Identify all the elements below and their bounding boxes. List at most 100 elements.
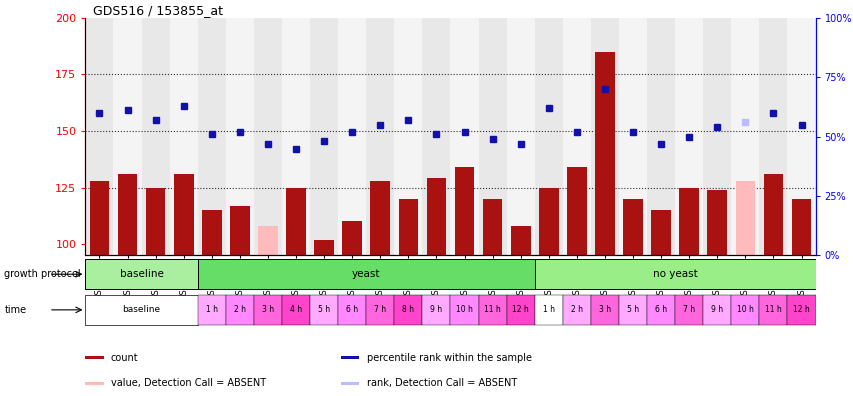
Bar <box>342 221 362 255</box>
Bar <box>398 199 418 255</box>
Text: 2 h: 2 h <box>570 305 583 314</box>
Bar <box>618 18 647 255</box>
Text: GDS516 / 153855_at: GDS516 / 153855_at <box>93 4 223 17</box>
Bar <box>562 18 590 255</box>
Bar <box>623 199 642 255</box>
Text: 5 h: 5 h <box>317 305 330 314</box>
Bar <box>170 18 198 255</box>
Bar <box>338 18 366 255</box>
Bar <box>651 210 670 255</box>
Bar <box>85 356 103 359</box>
Bar <box>422 295 450 325</box>
Bar <box>258 226 277 255</box>
Bar <box>791 199 810 255</box>
Text: 6 h: 6 h <box>654 305 666 314</box>
Text: 10 h: 10 h <box>736 305 753 314</box>
Bar <box>450 18 478 255</box>
Bar <box>590 18 618 255</box>
Text: 9 h: 9 h <box>711 305 722 314</box>
Text: 12 h: 12 h <box>512 305 529 314</box>
Bar <box>85 259 198 289</box>
Text: no yeast: no yeast <box>652 269 697 279</box>
Bar <box>85 18 113 255</box>
Bar <box>647 295 675 325</box>
Text: 12 h: 12 h <box>792 305 809 314</box>
Text: 5 h: 5 h <box>626 305 638 314</box>
Bar <box>758 18 786 255</box>
Bar <box>370 181 390 255</box>
Bar <box>310 18 338 255</box>
Text: 10 h: 10 h <box>456 305 473 314</box>
Text: 8 h: 8 h <box>402 305 414 314</box>
Bar <box>281 18 310 255</box>
Text: yeast: yeast <box>351 269 380 279</box>
Bar <box>702 18 730 255</box>
Text: time: time <box>4 305 26 315</box>
Bar <box>675 295 702 325</box>
Bar <box>146 188 165 255</box>
Bar <box>566 167 586 255</box>
Bar <box>225 295 253 325</box>
Text: baseline: baseline <box>122 305 160 314</box>
Bar <box>706 190 726 255</box>
Bar <box>85 382 103 385</box>
Bar <box>314 240 334 255</box>
Bar <box>422 18 450 255</box>
Bar <box>198 18 225 255</box>
Text: 11 h: 11 h <box>764 305 780 314</box>
Text: growth protocol: growth protocol <box>4 269 81 279</box>
Bar <box>786 18 815 255</box>
Bar <box>534 259 815 289</box>
Bar <box>340 382 359 385</box>
Text: 9 h: 9 h <box>430 305 442 314</box>
Bar <box>562 295 590 325</box>
Text: 1 h: 1 h <box>206 305 218 314</box>
Text: 11 h: 11 h <box>484 305 501 314</box>
Text: 6 h: 6 h <box>345 305 358 314</box>
Bar <box>310 295 338 325</box>
Bar <box>595 52 614 255</box>
Text: count: count <box>111 352 138 363</box>
Text: rank, Detection Call = ABSENT: rank, Detection Call = ABSENT <box>366 378 516 388</box>
Bar <box>482 199 502 255</box>
Bar <box>394 18 422 255</box>
Bar <box>225 18 253 255</box>
Bar <box>506 18 534 255</box>
Text: 7 h: 7 h <box>374 305 386 314</box>
Bar <box>338 295 366 325</box>
Bar <box>142 18 170 255</box>
Bar <box>538 188 558 255</box>
Bar <box>675 18 702 255</box>
Bar <box>340 356 359 359</box>
Bar <box>366 295 394 325</box>
Bar <box>679 188 699 255</box>
Text: 2 h: 2 h <box>234 305 246 314</box>
Bar <box>174 174 194 255</box>
Bar <box>394 295 422 325</box>
Bar <box>90 181 109 255</box>
Bar <box>113 18 142 255</box>
Bar <box>118 174 137 255</box>
Text: 7 h: 7 h <box>682 305 694 314</box>
Bar <box>229 206 249 255</box>
Bar <box>253 18 281 255</box>
Text: percentile rank within the sample: percentile rank within the sample <box>366 352 531 363</box>
Bar <box>534 18 562 255</box>
Text: 4 h: 4 h <box>290 305 302 314</box>
Text: value, Detection Call = ABSENT: value, Detection Call = ABSENT <box>111 378 266 388</box>
Bar <box>253 295 281 325</box>
Bar <box>618 295 647 325</box>
Bar <box>198 259 534 289</box>
Bar <box>534 295 562 325</box>
Bar <box>478 295 506 325</box>
Bar <box>450 295 478 325</box>
Bar <box>647 18 675 255</box>
Bar <box>201 210 221 255</box>
Bar <box>730 295 758 325</box>
Bar <box>85 295 198 325</box>
Bar <box>763 174 782 255</box>
Text: 3 h: 3 h <box>262 305 274 314</box>
Bar <box>286 188 305 255</box>
Bar <box>730 18 758 255</box>
Bar <box>426 179 446 255</box>
